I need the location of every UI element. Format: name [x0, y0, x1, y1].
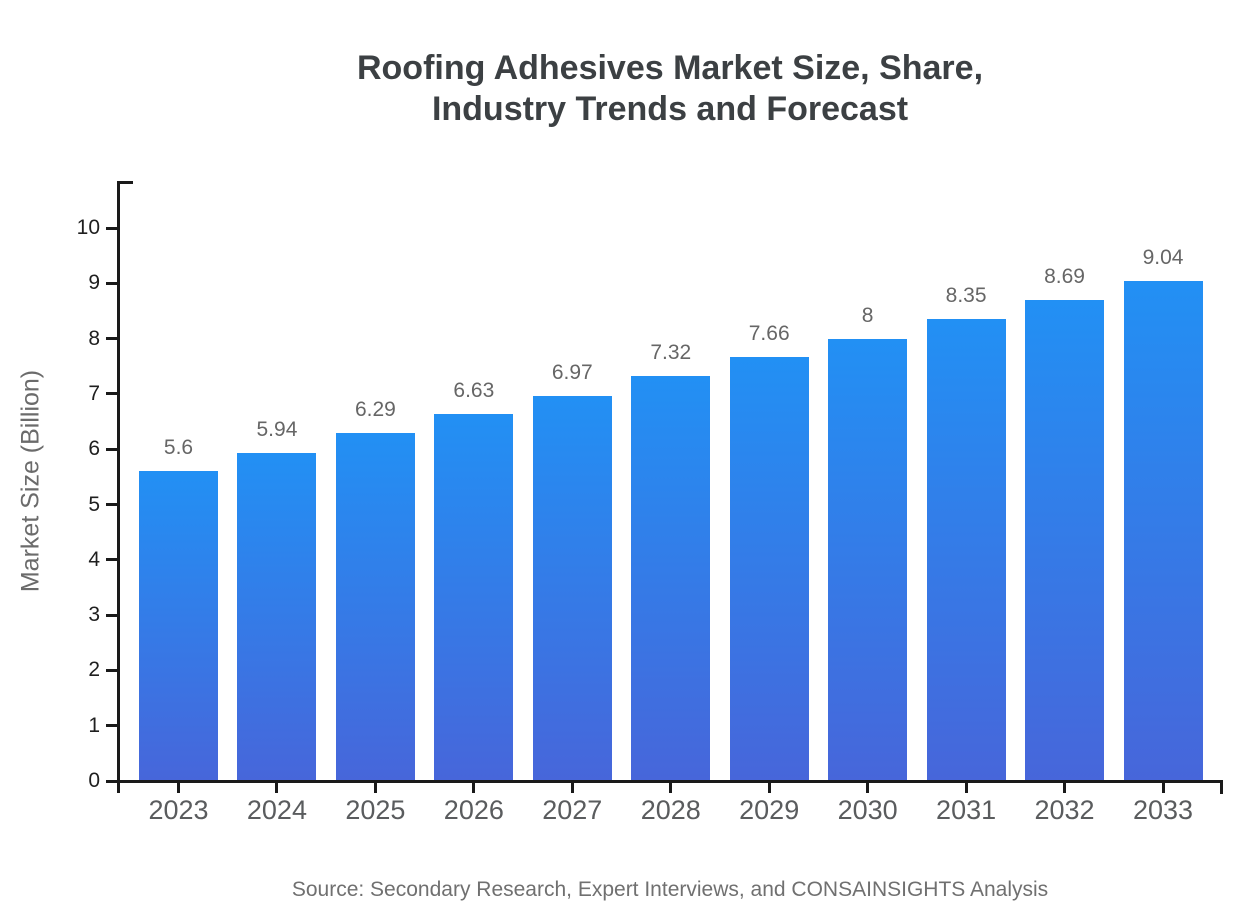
bar-2028 — [631, 376, 711, 781]
x-tick-label: 2023 — [148, 795, 209, 825]
y-axis-top-cap — [116, 181, 133, 184]
bar-value-label: 8.35 — [945, 284, 987, 308]
y-tick — [106, 668, 118, 672]
x-tick — [275, 781, 279, 793]
x-tick-label: 2032 — [1034, 795, 1095, 825]
x-tick — [1161, 781, 1165, 793]
bar-2029 — [729, 357, 809, 781]
bar-2031 — [926, 319, 1006, 781]
y-tick-label: 8 — [88, 326, 100, 350]
bar-value-label: 6.97 — [551, 360, 593, 384]
y-tick-label: 6 — [88, 437, 100, 461]
x-tick-label: 2026 — [443, 795, 504, 825]
y-axis-line — [116, 181, 120, 793]
x-axis-line — [116, 779, 1223, 783]
y-tick — [106, 613, 118, 617]
bar-2027 — [532, 395, 612, 781]
y-tick — [106, 447, 118, 451]
x-tick — [964, 781, 968, 793]
y-tick-label: 3 — [88, 603, 100, 627]
bar-value-label: 8.69 — [1044, 265, 1085, 289]
x-tick — [1063, 781, 1067, 793]
x-tick — [472, 781, 476, 793]
y-tick — [106, 503, 118, 506]
bar-2023 — [139, 471, 218, 781]
bar-value-label: 5.6 — [163, 436, 194, 460]
y-tick-label: 7 — [88, 381, 100, 405]
x-tick-label: 2030 — [837, 795, 898, 825]
y-tick-label: 9 — [88, 271, 100, 295]
bar-2030 — [828, 338, 908, 781]
y-tick-label: 0 — [88, 769, 100, 792]
y-tick — [106, 281, 118, 285]
x-axis-end-cap — [1219, 779, 1223, 794]
bar-2025 — [335, 433, 415, 781]
bar-value-label: 8 — [861, 303, 874, 327]
y-tick-label: 1 — [88, 713, 100, 737]
y-tick — [106, 226, 118, 230]
bar-value-label: 5.94 — [256, 417, 298, 441]
y-tick — [106, 392, 118, 396]
y-tick — [106, 724, 118, 728]
y-tick — [106, 779, 118, 783]
bar-value-label: 6.63 — [453, 379, 495, 403]
bar-2032 — [1025, 300, 1105, 781]
bar-value-label: 7.32 — [650, 341, 692, 365]
y-tick-label: 4 — [88, 547, 100, 571]
x-tick-label: 2029 — [739, 795, 800, 825]
page-title-line-2: Industry Trends and Forecast — [431, 90, 909, 128]
x-tick-label: 2024 — [246, 795, 307, 825]
x-tick — [177, 781, 180, 793]
y-tick — [106, 558, 118, 562]
x-tick — [866, 781, 870, 793]
x-tick — [373, 781, 377, 793]
x-tick-label: 2028 — [640, 795, 701, 825]
y-tick-label: 5 — [88, 492, 100, 516]
x-tick-label: 2025 — [345, 795, 406, 825]
bar-value-label: 6.29 — [354, 398, 396, 422]
bar-value-label: 7.66 — [748, 322, 790, 346]
x-tick-label: 2027 — [542, 795, 603, 825]
bar-2026 — [434, 414, 514, 781]
bar-value-label: 9.04 — [1142, 246, 1184, 270]
x-tick — [570, 781, 574, 793]
x-tick — [767, 781, 771, 793]
x-tick-label: 2031 — [936, 795, 997, 825]
y-tick-label: 10 — [76, 216, 100, 239]
y-tick-label: 2 — [88, 658, 100, 682]
bar-2033 — [1123, 281, 1203, 781]
bar-2024 — [237, 452, 317, 781]
source-note: Source: Secondary Research, Expert Inter… — [291, 878, 1049, 901]
page-title: Roofing Adhesives Market Size, Share, In… — [118, 48, 1222, 130]
y-tick — [106, 337, 118, 341]
page-title-line-1: Roofing Adhesives Market Size, Share, — [356, 49, 984, 87]
x-tick-label: 2033 — [1132, 795, 1194, 825]
x-tick — [669, 781, 673, 793]
